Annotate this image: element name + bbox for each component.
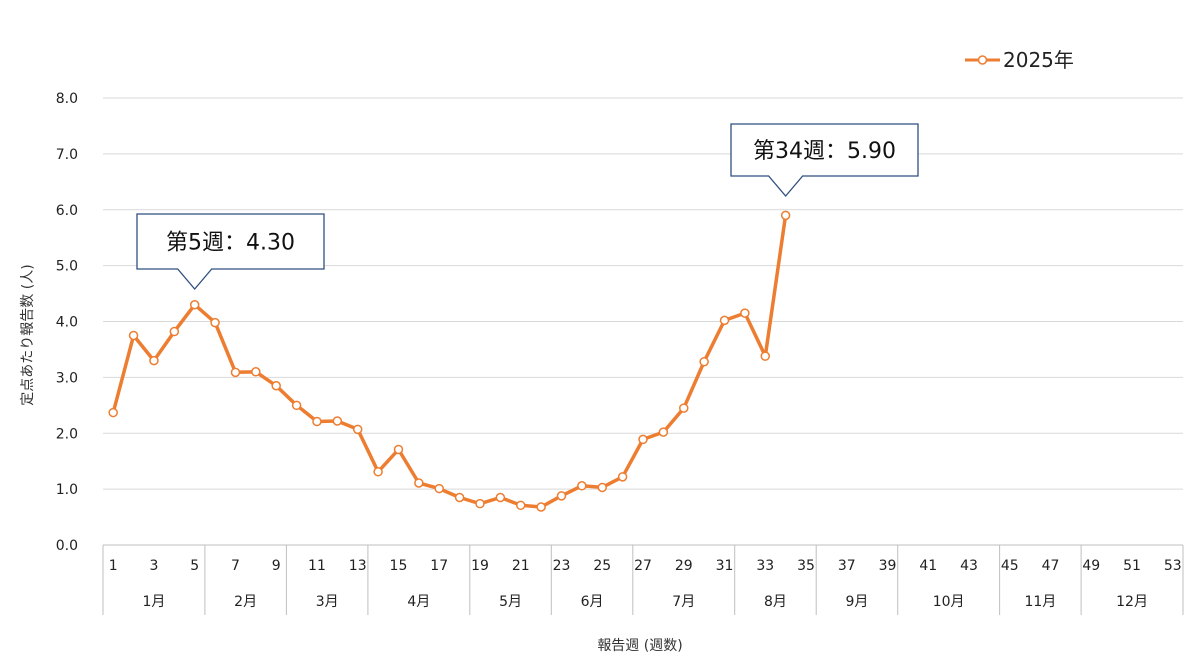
x-tick-label: 33 xyxy=(756,558,774,574)
month-label: 8月 xyxy=(764,594,787,610)
data-point xyxy=(169,326,180,337)
x-tick-label: 43 xyxy=(960,558,978,574)
data-point xyxy=(597,482,607,493)
y-tick-label: 2.0 xyxy=(56,426,78,442)
month-label: 1月 xyxy=(142,594,165,610)
month-label: 10月 xyxy=(933,594,965,610)
data-point xyxy=(271,381,281,391)
data-point xyxy=(230,367,241,378)
x-tick-label: 47 xyxy=(1042,558,1060,574)
x-tick-label: 5 xyxy=(190,558,199,574)
series-line xyxy=(111,215,788,509)
x-tick-label: 53 xyxy=(1164,558,1182,574)
data-point xyxy=(495,492,506,503)
data-point xyxy=(352,424,363,435)
x-tick-label: 3 xyxy=(149,558,158,574)
data-point xyxy=(128,330,139,341)
callout-box xyxy=(730,123,919,198)
month-label: 7月 xyxy=(672,594,695,610)
x-tick-label: 45 xyxy=(1001,558,1019,574)
y-tick-label: 4.0 xyxy=(56,315,78,331)
data-point xyxy=(434,483,444,494)
data-point xyxy=(393,444,404,455)
callouts: 第5週：4.30 第34週：5.90 xyxy=(136,123,919,291)
x-tick-label: 49 xyxy=(1082,558,1100,574)
month-label: 3月 xyxy=(316,594,339,610)
month-label: 4月 xyxy=(407,594,430,610)
data-point xyxy=(454,492,465,503)
y-tick-label: 3.0 xyxy=(56,370,78,386)
x-axis-title: 報告週 (週数) xyxy=(597,638,682,654)
data-point xyxy=(556,491,567,501)
data-point xyxy=(617,472,628,482)
data-point xyxy=(312,416,322,427)
y-axis-ticks: 0.0 1.0 2.0 3.0 4.0 5.0 6.0 7.0 8.0 xyxy=(56,91,78,554)
x-tick-label: 1 xyxy=(109,558,118,574)
x-tick-label: 15 xyxy=(390,558,408,574)
data-point xyxy=(475,498,485,509)
month-label: 12月 xyxy=(1116,594,1148,610)
data-point xyxy=(515,500,526,511)
y-tick-label: 1.0 xyxy=(56,482,78,498)
month-label: 5月 xyxy=(499,594,522,610)
x-tick-label: 41 xyxy=(919,558,937,574)
y-axis-title: 定点あたり報告数 (人) xyxy=(20,264,36,405)
data-point xyxy=(699,356,709,367)
y-tick-label: 7.0 xyxy=(56,147,78,163)
data-point xyxy=(414,478,424,488)
x-tick-label: 31 xyxy=(716,558,734,574)
data-point xyxy=(780,210,791,221)
legend-marker xyxy=(977,55,988,65)
callout-label: 第34週：5.90 xyxy=(753,139,896,164)
x-tick-label: 21 xyxy=(512,558,530,574)
x-tick-label: 27 xyxy=(634,558,652,574)
x-tick-label: 19 xyxy=(471,558,489,574)
month-label: 9月 xyxy=(846,594,869,610)
data-point xyxy=(760,351,771,361)
data-point xyxy=(536,502,546,512)
y-tick-label: 8.0 xyxy=(56,91,78,107)
data-point xyxy=(291,400,302,411)
x-tick-label: 37 xyxy=(838,558,856,574)
x-tick-label: 35 xyxy=(797,558,815,574)
x-tick-label: 17 xyxy=(430,558,448,574)
month-label: 6月 xyxy=(581,594,604,610)
x-tick-label: 7 xyxy=(231,558,240,574)
data-point xyxy=(210,317,220,328)
callout-label: 第5週：4.30 xyxy=(166,231,295,256)
x-tick-label: 11 xyxy=(308,558,326,574)
x-tick-label: 29 xyxy=(675,558,693,574)
x-axis: 1 3 5 7 9 11 13 15 17 19 21 23 25 27 29 31 33 35 37 39 41 43 4… xyxy=(102,545,1184,615)
x-tick-label: 39 xyxy=(879,558,897,574)
data-point xyxy=(679,403,689,413)
month-label: 11月 xyxy=(1024,594,1056,610)
data-point xyxy=(740,308,750,318)
gridlines xyxy=(103,97,1183,546)
y-tick-label: 0.0 xyxy=(56,538,78,554)
data-point xyxy=(719,315,730,326)
y-tick-label: 6.0 xyxy=(56,203,78,219)
x-tick-label: 51 xyxy=(1123,558,1141,574)
data-point xyxy=(373,467,383,477)
x-tick-label: 23 xyxy=(553,558,571,574)
legend: 2025年 xyxy=(965,48,1074,72)
data-point xyxy=(638,434,648,445)
callout-box xyxy=(136,213,325,291)
month-label: 2月 xyxy=(234,594,257,610)
data-point xyxy=(189,299,200,310)
series-layer xyxy=(108,210,791,512)
data-point xyxy=(332,416,343,426)
data-point xyxy=(251,367,261,377)
data-point xyxy=(108,407,118,418)
y-tick-label: 5.0 xyxy=(56,259,78,275)
legend-label: 2025年 xyxy=(1003,48,1074,72)
x-tick-label: 25 xyxy=(593,558,611,574)
data-point xyxy=(577,481,587,491)
x-tick-label: 13 xyxy=(349,558,367,574)
x-tick-label: 9 xyxy=(272,558,281,574)
data-point xyxy=(149,355,159,366)
data-point xyxy=(658,427,669,437)
